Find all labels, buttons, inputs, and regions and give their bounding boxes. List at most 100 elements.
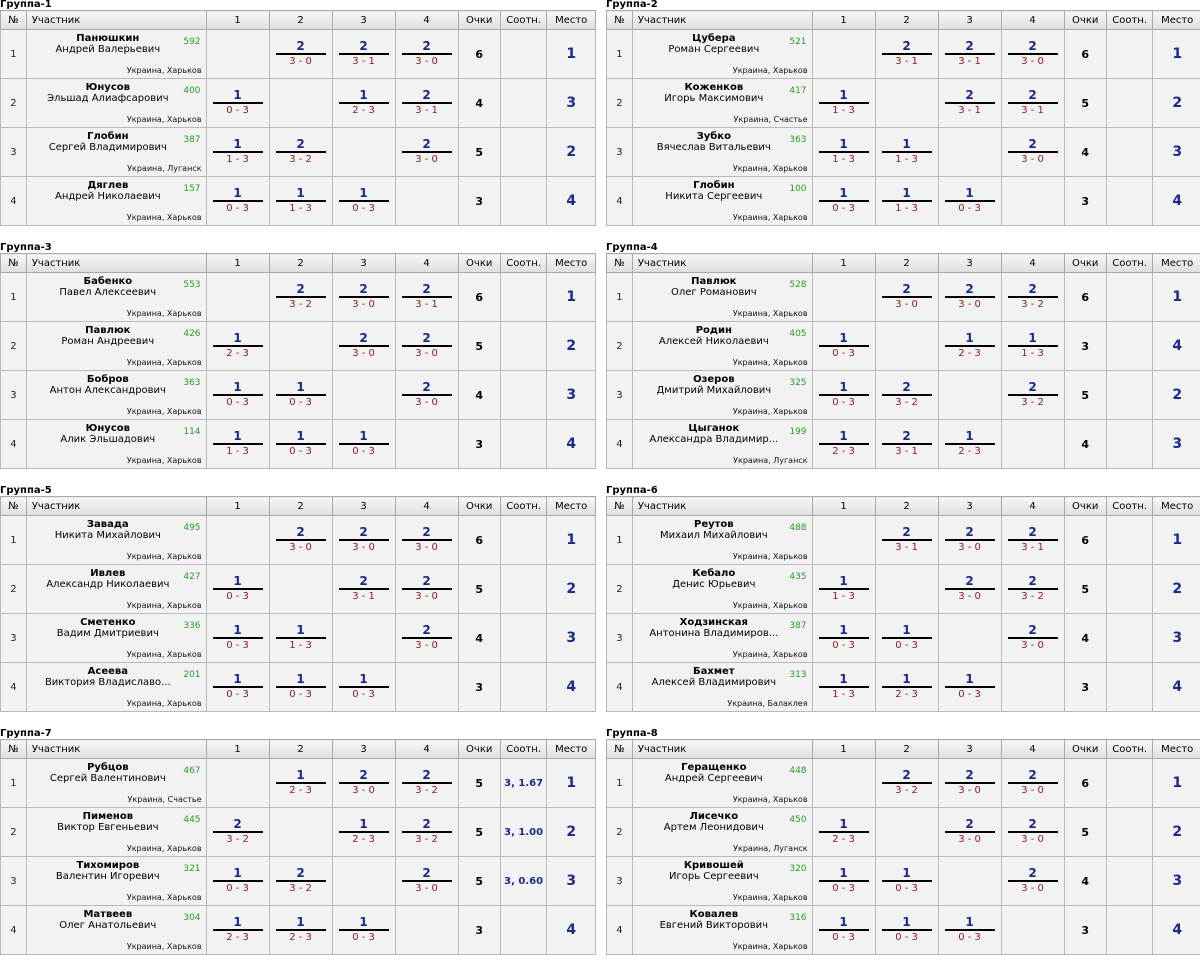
diagonal-cell [938, 614, 1001, 663]
header-points: Очки [458, 254, 500, 273]
header-col-2: 2 [875, 497, 938, 516]
row-number: 1 [607, 30, 633, 79]
ratio-cell: 3, 1.67 [500, 759, 546, 808]
match-score: 0 - 3 [819, 202, 869, 216]
ratio-cell [1106, 516, 1152, 565]
participant-fullname: Эльшад Алиафсарович [32, 93, 184, 105]
match-score: 1 - 3 [819, 153, 869, 167]
header-place: Место [547, 740, 596, 759]
participant-rating: 405 [789, 329, 806, 339]
match-score: 1 - 3 [819, 104, 869, 118]
match-score: 3 - 1 [402, 104, 452, 118]
participant-location: Украина, Харьков [127, 552, 202, 561]
match-points: 1 [819, 429, 869, 445]
header-col-3: 3 [332, 254, 395, 273]
ratio-cell [1106, 420, 1152, 469]
participant-fullname: Андрей Валерьевич [32, 44, 184, 56]
participant-fullname: Павел Алексеевич [32, 287, 184, 299]
place-cell: 1 [1153, 273, 1200, 322]
match-points: 2 [339, 525, 389, 541]
diagonal-cell [206, 30, 269, 79]
match-score: 3 - 0 [402, 882, 452, 896]
header-ratio: Соотн. [1106, 11, 1152, 30]
match-score: 3 - 0 [945, 784, 995, 798]
participant-surname: Кебало [638, 568, 790, 579]
header-participant: Участник [26, 740, 206, 759]
header-place: Место [547, 11, 596, 30]
participant-fullname: Артем Леонидович [638, 822, 790, 834]
points-cell: 5 [458, 808, 500, 857]
diagonal-cell [332, 857, 395, 906]
points-cell: 5 [458, 322, 500, 371]
participant-rating: 201 [183, 670, 200, 680]
ratio-cell: 3, 1.00 [500, 808, 546, 857]
match-points: 1 [276, 429, 326, 445]
group-title: Группа-4 [606, 243, 658, 252]
place-cell: 4 [547, 906, 596, 955]
ratio-cell [500, 614, 546, 663]
match-points: 2 [402, 574, 452, 590]
points-cell: 5 [1064, 79, 1106, 128]
points-cell: 3 [1064, 322, 1106, 371]
diagonal-cell [938, 857, 1001, 906]
match-score: 3 - 2 [1008, 298, 1058, 312]
match-score: 3 - 2 [882, 784, 932, 798]
ratio-cell [1106, 128, 1152, 177]
match-points: 1 [819, 574, 869, 590]
match-points: 1 [945, 915, 995, 931]
match-score: 0 - 3 [882, 882, 932, 896]
participant-rating: 100 [789, 184, 806, 194]
diagonal-cell [938, 128, 1001, 177]
participant-rating: 304 [183, 913, 200, 923]
header-col-4: 4 [395, 497, 458, 516]
ratio-cell [1106, 565, 1152, 614]
participant-rating: 387 [789, 621, 806, 631]
row-number: 3 [1, 614, 27, 663]
header-col-4: 4 [395, 254, 458, 273]
place-cell: 3 [1153, 614, 1200, 663]
participant-fullname: Олег Анатольевич [32, 920, 184, 932]
participant-rating: 592 [183, 37, 200, 47]
participant-rating: 528 [789, 280, 806, 290]
match-points: 1 [945, 186, 995, 202]
match-score: 3 - 0 [882, 298, 932, 312]
match-score: 0 - 3 [213, 688, 263, 702]
match-score: 3 - 2 [882, 396, 932, 410]
match-score: 0 - 3 [945, 931, 995, 945]
place-cell: 4 [1153, 177, 1200, 226]
match-points: 2 [945, 817, 995, 833]
ratio-cell [1106, 273, 1152, 322]
ratio-cell [1106, 371, 1152, 420]
